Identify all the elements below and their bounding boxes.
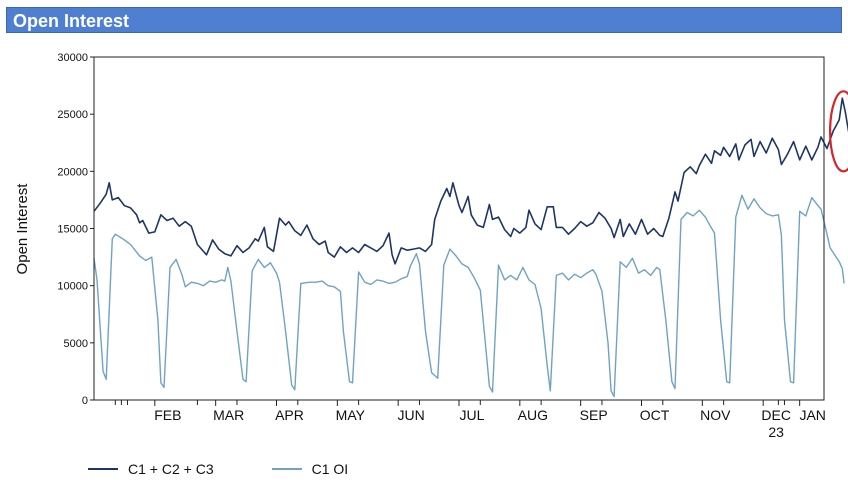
- x-tick-label: JAN: [799, 407, 825, 423]
- y-tick-label: 10000: [57, 281, 88, 293]
- highlight-ellipse: [828, 90, 848, 173]
- y-tick-label: 25000: [57, 109, 88, 121]
- x-tick-label: NOV: [700, 407, 731, 423]
- x-tick-label: MAY: [336, 407, 366, 423]
- x-tick-sublabel: 23: [768, 424, 784, 440]
- y-tick-label: 20000: [57, 166, 88, 178]
- x-tick-label: APR: [275, 407, 304, 423]
- plot-frame: [93, 56, 825, 401]
- x-tick-label: MAR: [213, 407, 244, 423]
- x-tick-label: JUN: [398, 407, 425, 423]
- y-tick-label: 5000: [64, 338, 88, 350]
- x-tick-label: SEP: [580, 407, 608, 423]
- x-tick-label: JUL: [460, 407, 485, 423]
- legend-swatch-c1: [271, 468, 302, 470]
- series-line-total: [93, 97, 848, 265]
- chart-title: Open Interest: [13, 11, 130, 31]
- legend-label-total: C1 + C2 + C3: [128, 461, 214, 477]
- y-axis-label: Open Interest: [14, 183, 31, 275]
- y-axis-ticks: 0 5000 10000 15000 20000 25000 30000: [57, 52, 94, 407]
- legend-item-c1: C1 OI: [271, 461, 349, 477]
- annotations: [828, 90, 848, 173]
- legend-swatch-total: [88, 468, 118, 470]
- y-tick-label: 15000: [57, 224, 88, 236]
- x-tick-label: DEC: [761, 407, 791, 423]
- x-tick-label: AUG: [518, 407, 548, 423]
- legend-label-c1: C1 OI: [311, 461, 349, 477]
- y-tick-label: 30000: [57, 52, 88, 64]
- series-line-c1: [93, 194, 845, 398]
- y-tick-label: 0: [82, 395, 88, 407]
- series-lines: [93, 97, 848, 398]
- legend: C1 + C2 + C3 C1 OI: [88, 458, 406, 480]
- title-bar: Open Interest: [6, 7, 842, 33]
- x-tick-label: FEB: [154, 407, 181, 423]
- legend-item-total: C1 + C2 + C3: [88, 461, 214, 477]
- x-tick-label: OCT: [640, 407, 670, 423]
